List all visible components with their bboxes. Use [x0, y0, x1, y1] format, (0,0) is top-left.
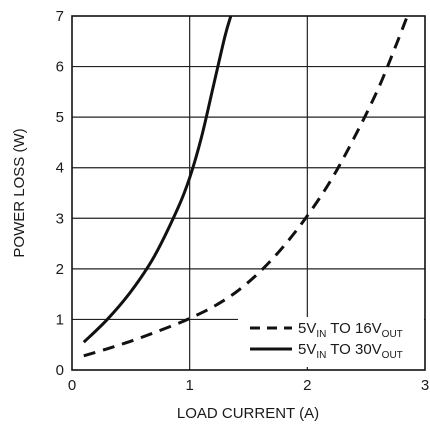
y-tick-label: 6	[56, 59, 64, 76]
x-tick-label: 0	[68, 377, 76, 394]
plot-frame	[71, 15, 426, 371]
x-axis-label: LOAD CURRENT (A)	[177, 405, 319, 422]
series-line-dashed	[83, 15, 409, 358]
y-axis-label: POWER LOSS (W)	[11, 128, 28, 257]
y-tick-label: 4	[56, 160, 64, 177]
y-tick-label: 2	[56, 261, 64, 278]
y-tick-label: 7	[56, 8, 64, 25]
y-tick-label: 1	[56, 311, 64, 328]
y-tick-label: 3	[56, 210, 64, 227]
x-tick-label: 1	[185, 377, 193, 394]
axis-labels: LOAD CURRENT (A) POWER LOSS (W) 0 1 2 3 0 1 2 3…	[11, 8, 429, 422]
legend-entry-2: 5VIN TO 30VOUT	[298, 341, 403, 361]
y-tick-label: 0	[56, 362, 64, 379]
x-tick-label: 2	[303, 377, 311, 394]
legend: 5VIN TO 16VOUT 5VIN TO 30VOUT	[238, 317, 424, 367]
y-tick-label: 5	[56, 109, 64, 126]
legend-entry-1: 5VIN TO 16VOUT	[298, 320, 403, 340]
series-layer	[82, 15, 409, 358]
series-line-solid	[82, 15, 233, 344]
x-tick-label: 3	[421, 377, 429, 394]
legend-background	[238, 317, 424, 367]
grid	[71, 15, 426, 371]
